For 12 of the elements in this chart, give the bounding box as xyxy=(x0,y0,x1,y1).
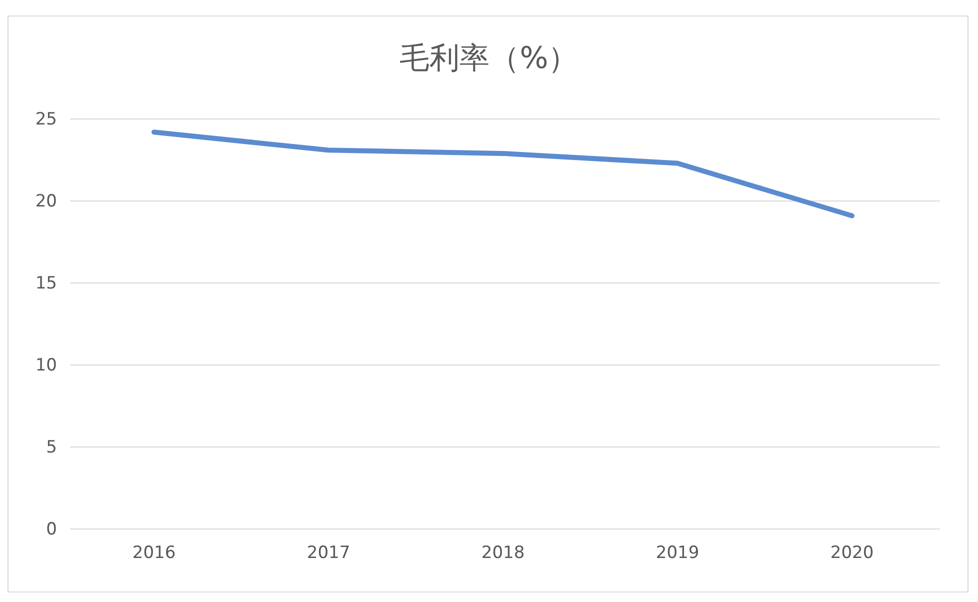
y-tick-label: 5 xyxy=(46,437,57,458)
x-tick-label: 2020 xyxy=(830,543,874,564)
y-tick-label: 10 xyxy=(35,355,57,376)
y-tick-label: 20 xyxy=(35,191,57,212)
x-tick-label: 2017 xyxy=(306,543,350,564)
chart-title: 毛利率（%） xyxy=(400,41,578,76)
x-tick-label: 2018 xyxy=(481,543,525,564)
x-tick-label: 2016 xyxy=(132,543,176,564)
x-tick-label: 2019 xyxy=(656,543,700,564)
y-tick-label: 15 xyxy=(35,273,57,294)
y-tick-label: 0 xyxy=(46,519,57,540)
y-tick-label: 25 xyxy=(35,109,57,130)
